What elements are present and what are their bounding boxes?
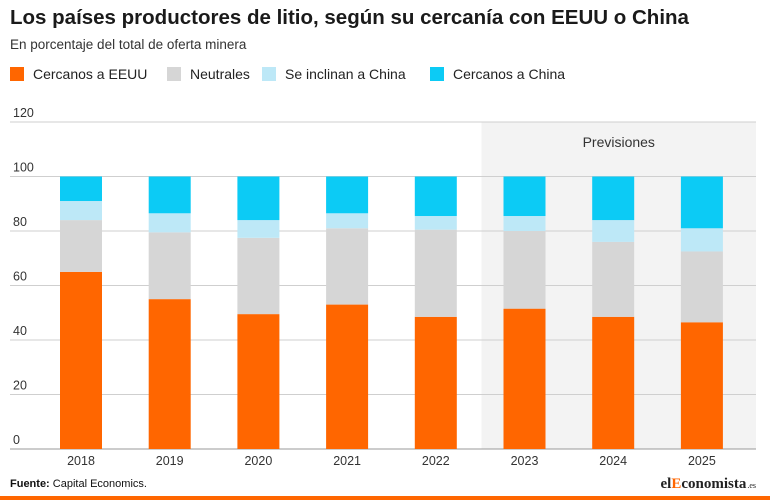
legend-swatch-neutrales (167, 67, 181, 81)
bar-2020-series-3 (237, 176, 280, 221)
bar-2019-series-3 (148, 176, 191, 214)
bar-2018-series-0 (60, 271, 102, 449)
bar-2024-series-1 (592, 241, 635, 317)
legend-label-inclinan-china: Se inclinan a China (285, 66, 406, 82)
x-tick-label-2024: 2024 (599, 454, 627, 468)
x-tick-label-2021: 2021 (333, 454, 361, 468)
legend-item-cercanos-china: Cercanos a China (430, 66, 565, 82)
legend-swatch-inclinan-china (262, 67, 276, 81)
y-tick-label-80: 80 (13, 215, 27, 229)
bar-2018-series-3 (60, 176, 102, 202)
x-tick-label-2020: 2020 (244, 454, 272, 468)
bar-2018-series-2 (60, 201, 102, 221)
brand-bar (0, 496, 770, 500)
legend-swatch-cercanos-eeuu (10, 67, 24, 81)
bar-2021-series-0 (326, 304, 369, 449)
bar-2024-series-0 (592, 316, 635, 449)
chart-subtitle: En porcentaje del total de oferta minera (10, 37, 247, 52)
bar-2025-series-1 (680, 251, 723, 323)
x-tick-label-2018: 2018 (67, 454, 95, 468)
bar-2025-series-2 (680, 228, 723, 252)
x-tick-label-2023: 2023 (511, 454, 539, 468)
x-tick-label-2022: 2022 (422, 454, 450, 468)
legend-item-cercanos-eeuu: Cercanos a EEUU (10, 66, 147, 82)
brand-logo: elEconomista.es (660, 476, 756, 492)
forecast-label: Previsiones (583, 134, 655, 150)
legend-label-neutrales: Neutrales (190, 66, 250, 82)
y-tick-label-20: 20 (13, 379, 27, 393)
bar-2019-series-2 (148, 213, 191, 233)
bar-2025-series-3 (680, 176, 723, 229)
source-note: Fuente: Capital Economics. (10, 478, 147, 490)
bar-2020-series-1 (237, 237, 280, 315)
chart-title: Los países productores de litio, según s… (10, 6, 689, 29)
bar-2019-series-0 (148, 299, 191, 449)
bar-2022-series-0 (414, 316, 457, 449)
bar-2022-series-1 (414, 229, 457, 317)
bar-2021-series-2 (326, 213, 369, 229)
x-tick-label-2019: 2019 (156, 454, 184, 468)
source-text: Capital Economics. (52, 478, 147, 490)
source-label: Fuente: (10, 478, 50, 490)
legend-item-neutrales: Neutrales (167, 66, 250, 82)
y-tick-label-0: 0 (13, 433, 20, 447)
bar-2020-series-0 (237, 314, 280, 449)
bar-2019-series-1 (148, 232, 191, 300)
bar-2025-series-0 (680, 322, 723, 449)
y-tick-label-60: 60 (13, 270, 27, 284)
bar-2024-series-3 (592, 176, 635, 221)
bar-2023-series-0 (503, 308, 546, 449)
bar-2021-series-1 (326, 228, 369, 305)
bar-2022-series-3 (414, 176, 457, 217)
legend: Cercanos a EEUU Neutrales Se inclinan a … (10, 66, 760, 84)
bar-2020-series-2 (237, 220, 280, 238)
legend-swatch-cercanos-china (430, 67, 444, 81)
y-tick-label-100: 100 (13, 161, 34, 175)
bar-2024-series-2 (592, 220, 635, 242)
bar-2023-series-3 (503, 176, 546, 217)
bar-2022-series-2 (414, 216, 457, 230)
legend-label-cercanos-china: Cercanos a China (453, 66, 566, 82)
legend-label-cercanos-eeuu: Cercanos a EEUU (33, 66, 148, 82)
bar-2023-series-2 (503, 216, 546, 231)
y-tick-label-40: 40 (13, 324, 27, 338)
y-tick-label-120: 120 (13, 106, 34, 120)
legend-item-inclinan-china: Se inclinan a China (262, 66, 406, 82)
bar-2023-series-1 (503, 231, 546, 309)
bar-2018-series-1 (60, 220, 102, 272)
bar-2021-series-3 (326, 176, 369, 214)
x-tick-label-2025: 2025 (688, 454, 716, 468)
